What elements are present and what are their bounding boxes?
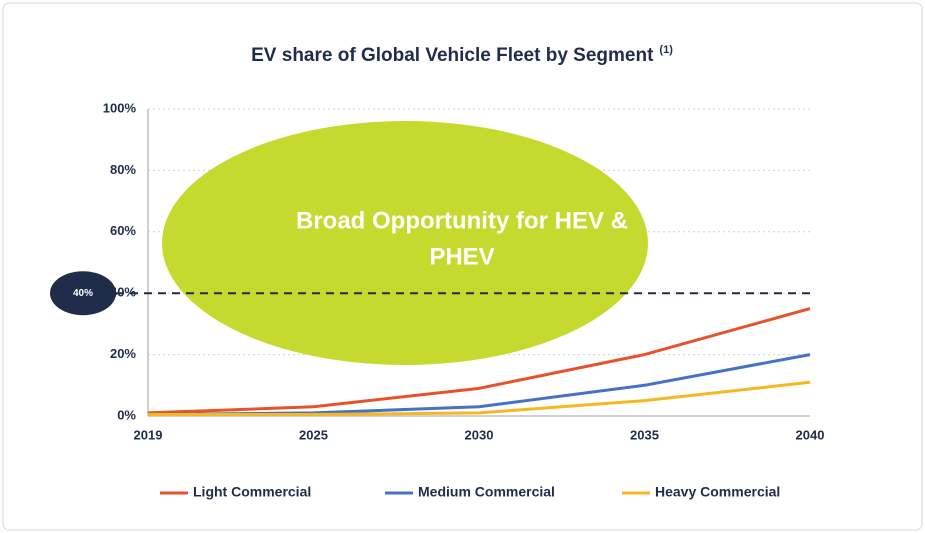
series-line [148,380,811,416]
x-tick-label: 2019 [134,427,163,442]
title-text: EV share of Global Vehicle Fleet by Segm… [251,45,654,66]
chart-title: EV share of Global Vehicle Fleet by Segm… [251,44,673,66]
annotation-text: PHEV [429,243,494,270]
reference-label: 40% [73,288,93,299]
y-tick-label: 80% [110,162,136,177]
legend-label: Medium Commercial [418,484,555,500]
title-note: (1) [659,44,673,56]
legend-label: Light Commercial [193,484,311,500]
y-tick-label: 60% [110,223,136,238]
x-tick-label: 2040 [796,427,825,442]
y-tick-label: 100% [103,100,137,115]
legend-label: Heavy Commercial [655,484,780,500]
x-tick-label: 2030 [465,427,494,442]
y-tick-label: 20% [110,346,136,361]
y-tick-label: 0% [117,407,136,422]
x-tick-label: 2025 [299,427,328,442]
x-tick-label: 2035 [630,427,659,442]
annotation-ellipse [162,121,648,365]
reference-badge [50,271,116,316]
annotation-text: Broad Opportunity for HEV & [296,207,628,234]
y-tick-label: 40% [110,285,136,300]
series-line [147,307,811,415]
